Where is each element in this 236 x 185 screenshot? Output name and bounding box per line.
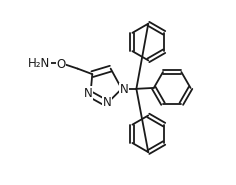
Text: N: N [84, 87, 93, 100]
Text: H₂N: H₂N [28, 57, 50, 70]
Text: N: N [103, 96, 111, 109]
Text: O: O [56, 58, 66, 70]
Text: N: N [119, 83, 128, 96]
